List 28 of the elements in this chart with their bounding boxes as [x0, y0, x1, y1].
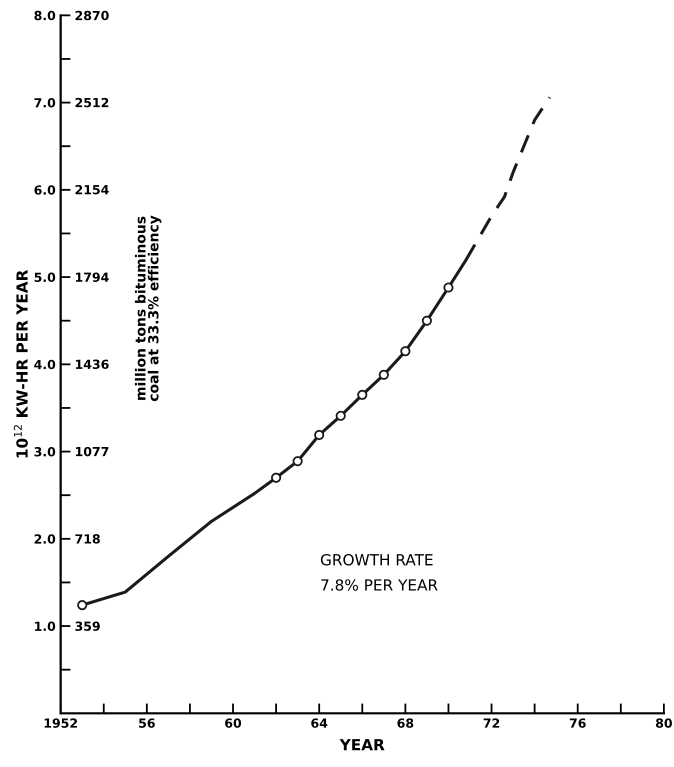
y-tick-label: 3.0	[34, 447, 56, 456]
y2-tick-label: 1077	[76, 446, 108, 456]
x-axis-title: YEAR	[340, 739, 385, 750]
y-tick-label: 7.0	[34, 98, 56, 108]
y-tick-label: 6.0	[34, 185, 56, 195]
y-tick-label: 8.0	[34, 10, 56, 20]
y2-tick-label: 718	[75, 534, 100, 544]
y2-axis-title: million tons bituminous coal at 33.3% efficiency	[134, 216, 162, 402]
x-tick-label: 72	[484, 718, 500, 728]
y-tick-label: 4.0	[34, 360, 56, 370]
y2-tick-label: 1436	[76, 360, 109, 370]
y-axis-title: 10$^{12}$ KW-HR PER YEAR	[14, 270, 28, 458]
y2-tick-label: 2154	[76, 184, 109, 194]
y2-tick-label: 1794	[76, 272, 109, 282]
x-tick-label: 56	[139, 718, 155, 728]
x-tick-label: 60	[225, 718, 242, 728]
x-tick-label: 1952	[44, 718, 77, 728]
y-tick-label: 1.0	[35, 622, 56, 631]
y2-tick-label: 2870	[76, 10, 109, 20]
y2-tick-label: 2512	[76, 98, 108, 108]
y-tick-label: 2.0	[34, 534, 56, 544]
x-tick-label: 76	[570, 718, 586, 728]
y-tick-label: 5.0	[34, 272, 56, 282]
y2-tick-label: 359	[75, 621, 100, 631]
x-tick-label: 68	[397, 718, 414, 728]
x-tick-label: 64	[311, 718, 328, 728]
annotation: GROWTH RATE 7.8% PER YEAR	[320, 554, 438, 591]
x-tick-label: 80	[656, 718, 672, 728]
